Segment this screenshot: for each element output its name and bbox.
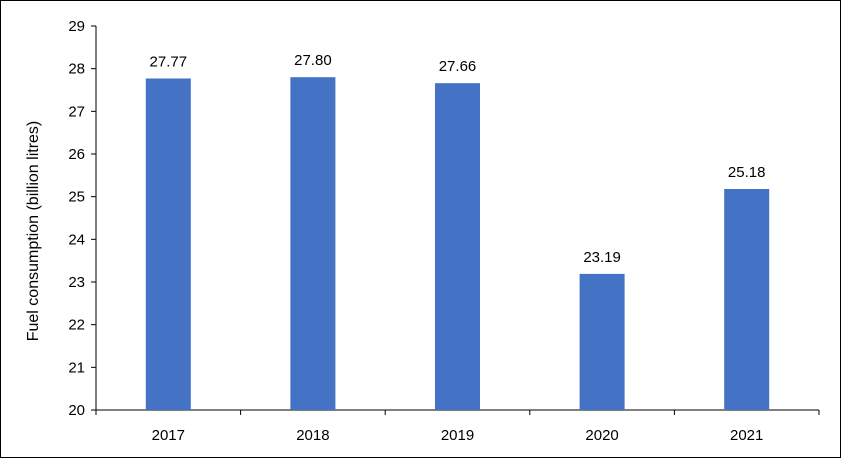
bar-2021 xyxy=(724,188,770,410)
y-axis: 20 21 22 23 24 25 26 27 28 29 xyxy=(68,18,97,419)
data-labels: 27.77 27.80 27.66 23.19 25.18 xyxy=(150,52,766,266)
y-axis-title: Fuel consumption (billion litres) xyxy=(25,121,42,342)
y-tick-label: 26 xyxy=(68,146,85,163)
x-tick-label: 2019 xyxy=(441,427,474,444)
y-tick-label: 23 xyxy=(68,274,85,291)
data-label-2021: 25.18 xyxy=(728,164,766,181)
data-label-2019: 27.66 xyxy=(439,58,477,75)
data-label-2017: 27.77 xyxy=(150,53,188,70)
x-tick-label: 2021 xyxy=(730,427,763,444)
bar-2019 xyxy=(435,83,480,410)
bar-2017 xyxy=(145,78,191,410)
x-tick-label: 2017 xyxy=(152,427,185,444)
data-label-2018: 27.80 xyxy=(294,52,332,69)
x-tick-label: 2018 xyxy=(296,427,329,444)
y-tick-label: 29 xyxy=(68,18,85,35)
y-tick-label: 21 xyxy=(68,359,85,376)
x-tick-label: 2020 xyxy=(585,427,618,444)
y-tick-label: 22 xyxy=(68,317,85,334)
y-tick-label: 25 xyxy=(68,189,85,206)
bar-2020 xyxy=(579,273,625,410)
x-axis: 2017 2018 2019 2020 2021 xyxy=(95,409,820,444)
bar-2018 xyxy=(290,77,336,410)
y-tick-label: 24 xyxy=(68,231,85,248)
bars xyxy=(145,77,770,410)
y-tick-label: 20 xyxy=(68,402,85,419)
y-tick-label: 28 xyxy=(68,61,85,78)
data-label-2020: 23.19 xyxy=(583,249,621,266)
y-tick-label: 27 xyxy=(68,103,85,120)
